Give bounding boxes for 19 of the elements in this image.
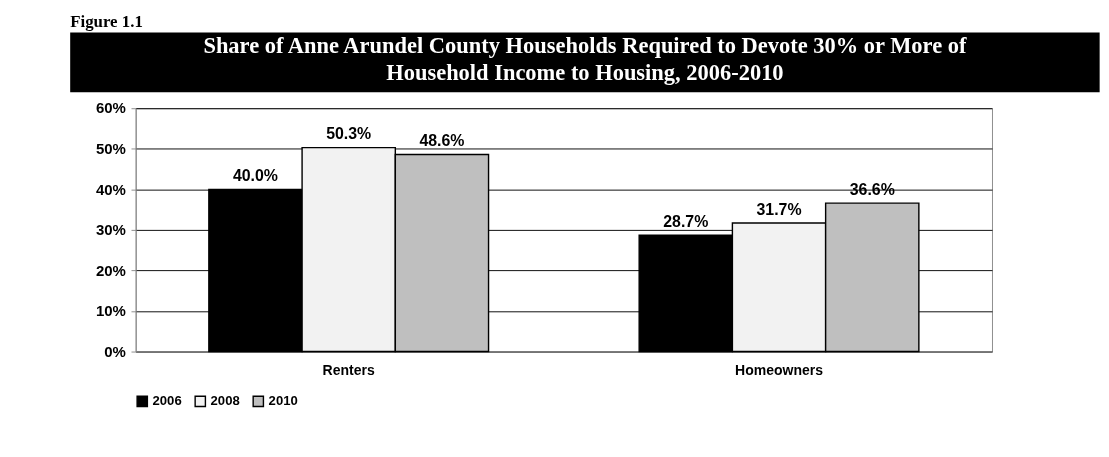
caption: Figure 1.1 xyxy=(70,11,143,31)
data-label: 31.7% xyxy=(756,200,802,218)
data-label: 48.6% xyxy=(419,132,465,150)
y-tick-label: 0% xyxy=(104,342,126,360)
legend-label: 2010 xyxy=(268,393,298,409)
y-tick-label: 40% xyxy=(95,180,126,198)
x-tick-label: Homeowners xyxy=(735,361,824,378)
y-tick-label: 10% xyxy=(95,302,126,320)
legend-label: 2008 xyxy=(210,393,240,409)
y-tick-label: 50% xyxy=(95,139,126,157)
y-tick-label: 60% xyxy=(95,99,126,117)
data-label: 50.3% xyxy=(326,125,372,143)
y-tick-label: 30% xyxy=(95,221,126,239)
y-tick-label: 20% xyxy=(95,261,126,279)
legend-label: 2006 xyxy=(152,393,182,409)
x-tick-label: Renters xyxy=(322,361,375,378)
data-label: 40.0% xyxy=(232,166,278,184)
chart-title: Share of Anne Arundel County Households Required to Devote 30% or More of Household Income to Housing, 2006-2010 xyxy=(203,33,967,86)
data-label: 28.7% xyxy=(663,212,709,230)
